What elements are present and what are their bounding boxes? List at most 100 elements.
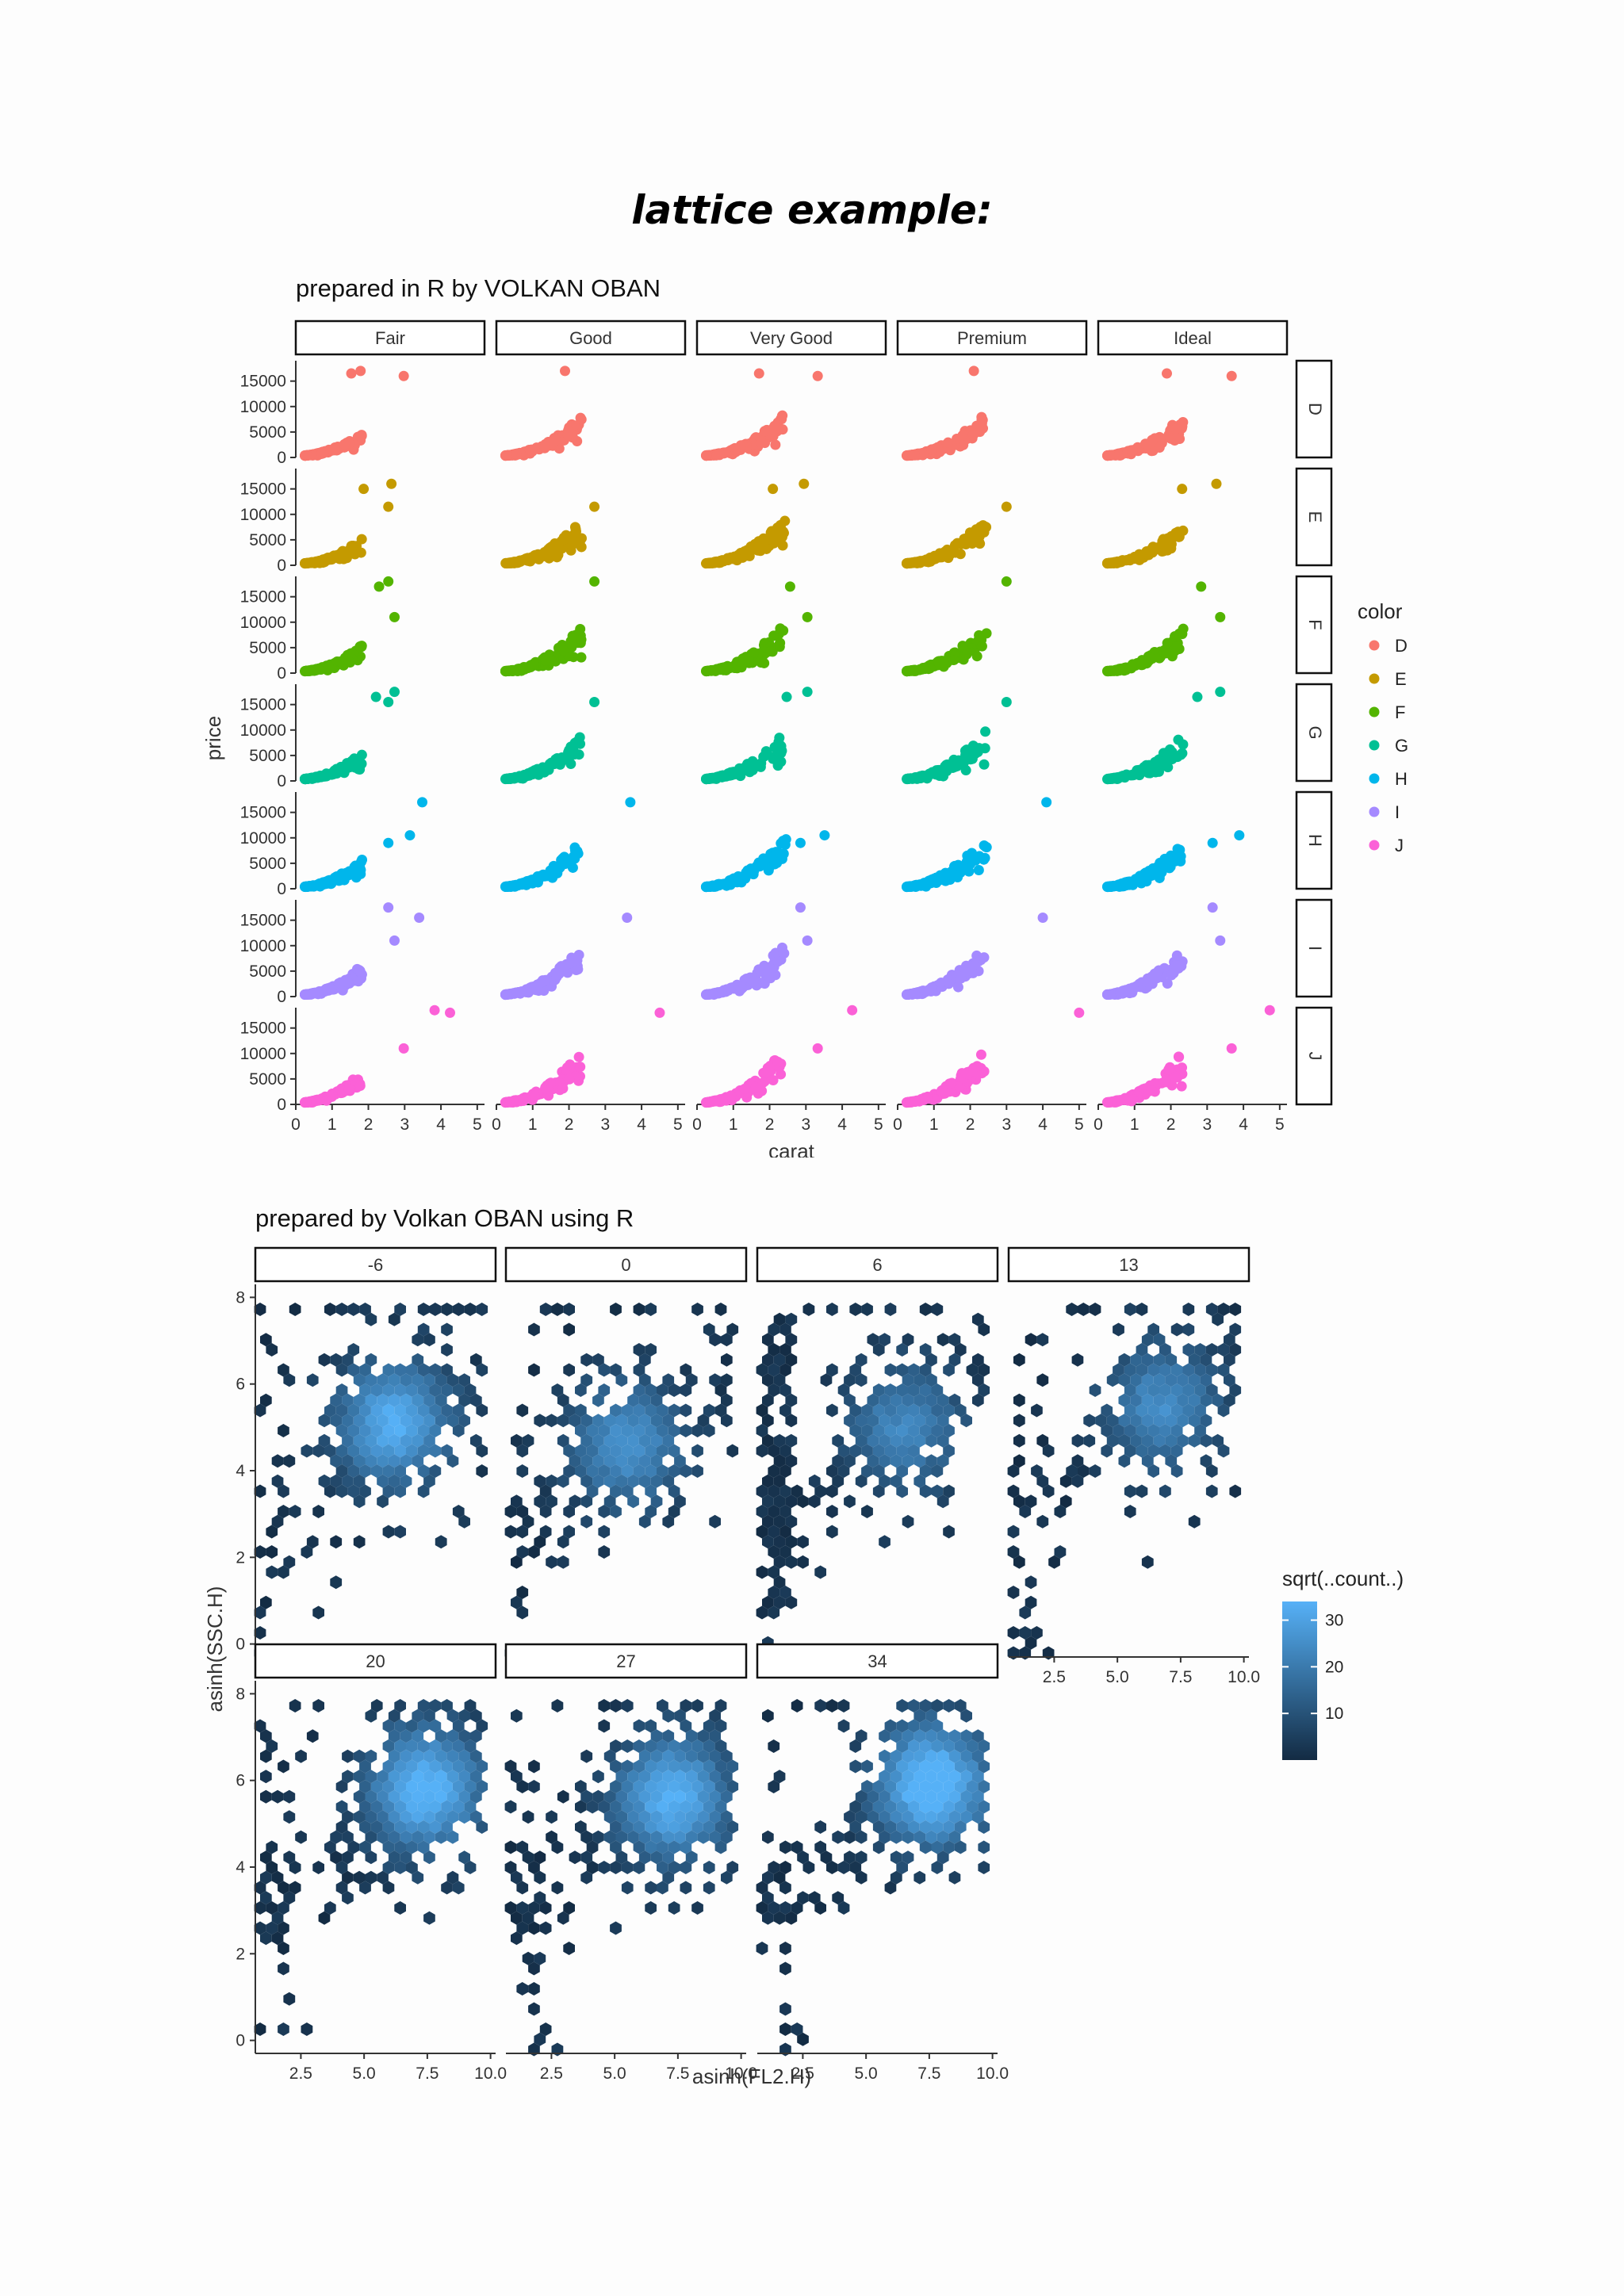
hexbin-cell xyxy=(417,1444,430,1458)
hexbin-cell xyxy=(896,1383,908,1397)
hexbin-cell xyxy=(633,1444,645,1458)
hexbin-cell xyxy=(638,1514,651,1529)
hexbin-cell xyxy=(721,1393,733,1407)
hexbin-cell xyxy=(1066,1303,1078,1316)
hexbin-cell xyxy=(271,1474,284,1488)
page-title: lattice example: xyxy=(631,187,993,233)
hexbin-cell xyxy=(762,1494,774,1509)
hexbin-cell xyxy=(1147,1383,1159,1397)
hexbin-cell xyxy=(1159,1363,1171,1377)
hexbin-cell xyxy=(429,1444,442,1458)
hexbin-cell xyxy=(394,1363,406,1377)
hexbin-cell xyxy=(417,1403,430,1418)
scatter-point xyxy=(386,478,397,489)
scatter-point xyxy=(926,444,937,455)
hexbin-cell xyxy=(936,1433,949,1448)
hexbin-cell xyxy=(359,1363,371,1377)
scatter-point xyxy=(812,1043,823,1054)
hexbin-cell xyxy=(417,1383,430,1397)
y-tick-label: 10000 xyxy=(240,1045,286,1063)
hexbin-cell xyxy=(943,1444,955,1458)
scatter-point xyxy=(589,501,600,512)
hexbin-cell xyxy=(785,1312,798,1326)
scatter-point xyxy=(1178,739,1189,750)
hexbin-cell xyxy=(650,1454,663,1468)
hexbin-cell xyxy=(283,1373,296,1387)
hexbin-cell xyxy=(779,1363,791,1377)
hexbin-cell xyxy=(254,1719,266,1733)
hexbin-cell xyxy=(703,1403,715,1418)
hexbin-cell xyxy=(603,1454,616,1468)
hexbin-cell xyxy=(563,1444,575,1458)
hexbin-cell xyxy=(1170,1363,1183,1377)
hexbin-cell xyxy=(592,1393,604,1407)
scatter-point xyxy=(732,768,743,779)
hexbin-cell xyxy=(569,1494,581,1509)
hexbin-cell xyxy=(773,1433,786,1448)
scatter-point xyxy=(1171,950,1182,961)
hexbin-cell xyxy=(458,1393,470,1407)
hexbin-cell xyxy=(1007,1464,1020,1478)
hexbin-cell xyxy=(441,1739,453,1753)
hexbin-cell xyxy=(330,1353,343,1367)
hexbin-cell xyxy=(1170,1464,1183,1478)
hexbin-cell xyxy=(580,1353,593,1367)
hexbin-cell xyxy=(1212,1433,1224,1448)
hexbin-cell xyxy=(516,1586,529,1599)
y-tick-label: 0 xyxy=(277,664,286,683)
scatter-point xyxy=(775,637,786,649)
hexbin-cell xyxy=(1229,1303,1242,1316)
facet-strip-row-label: F xyxy=(1305,619,1325,629)
hexbin-cell xyxy=(1159,1403,1171,1418)
hexbin-cell xyxy=(1217,1363,1230,1377)
hexbin-cell xyxy=(359,1303,371,1316)
hexbin-cell xyxy=(762,1353,774,1367)
scatter-point xyxy=(329,444,340,455)
scatter-point xyxy=(622,912,633,923)
hexbin-cell xyxy=(365,1749,377,1763)
hexbin-cell xyxy=(657,1383,668,1397)
hexbin-cell xyxy=(610,1363,622,1377)
hexbin-cell xyxy=(580,1474,593,1488)
hexbin-cell xyxy=(645,1484,657,1498)
hexbin-cell xyxy=(1078,1464,1090,1478)
hexbin-cell xyxy=(254,1605,266,1620)
scatter-point xyxy=(1001,501,1012,512)
scatter-point xyxy=(383,501,394,512)
hexbin-cell xyxy=(849,1424,862,1437)
scatter-point xyxy=(1174,1051,1185,1062)
hexbin-cell xyxy=(662,1514,675,1529)
hexbin-cell xyxy=(1019,1605,1032,1620)
scatter-point xyxy=(398,1043,409,1054)
hexbin-cell xyxy=(423,1749,435,1763)
hexbin-cell xyxy=(1177,1433,1189,1448)
x-tick-label: 7.5 xyxy=(1169,1668,1192,1686)
scatter-point xyxy=(753,368,764,379)
hexbin-cell xyxy=(638,1373,651,1387)
scatter-point xyxy=(733,980,744,991)
x-tick-label: 5 xyxy=(473,1115,482,1134)
hexbin-cell xyxy=(721,1414,733,1428)
hexbin-cell xyxy=(1165,1353,1178,1367)
hexbin-cell xyxy=(1159,1383,1171,1397)
hexbin-cell xyxy=(1025,1494,1037,1509)
hexbin-cell xyxy=(1217,1303,1230,1316)
hexbin-cell xyxy=(668,1464,680,1478)
scatter-point xyxy=(946,1077,957,1089)
hexbin-cell xyxy=(575,1383,587,1397)
hexbin-cell xyxy=(650,1393,663,1407)
scatter-point xyxy=(970,855,981,866)
hexbin-cell xyxy=(598,1505,611,1518)
hexbin-cell xyxy=(1182,1322,1195,1337)
y-tick-label: 0 xyxy=(277,880,286,898)
hexbin-cell xyxy=(657,1403,668,1418)
y-tick-label: 0 xyxy=(236,1636,245,1654)
hexbin-cell xyxy=(890,1454,902,1468)
hexbin-cell xyxy=(779,1586,791,1599)
hexbin-cell xyxy=(458,1770,470,1784)
y-tick-label: 15000 xyxy=(240,480,286,499)
hexbin-cell xyxy=(756,1505,768,1518)
hexbin-cell xyxy=(1153,1333,1166,1347)
hexbin-cell xyxy=(353,1770,366,1784)
hexbin-cell xyxy=(826,1464,838,1478)
